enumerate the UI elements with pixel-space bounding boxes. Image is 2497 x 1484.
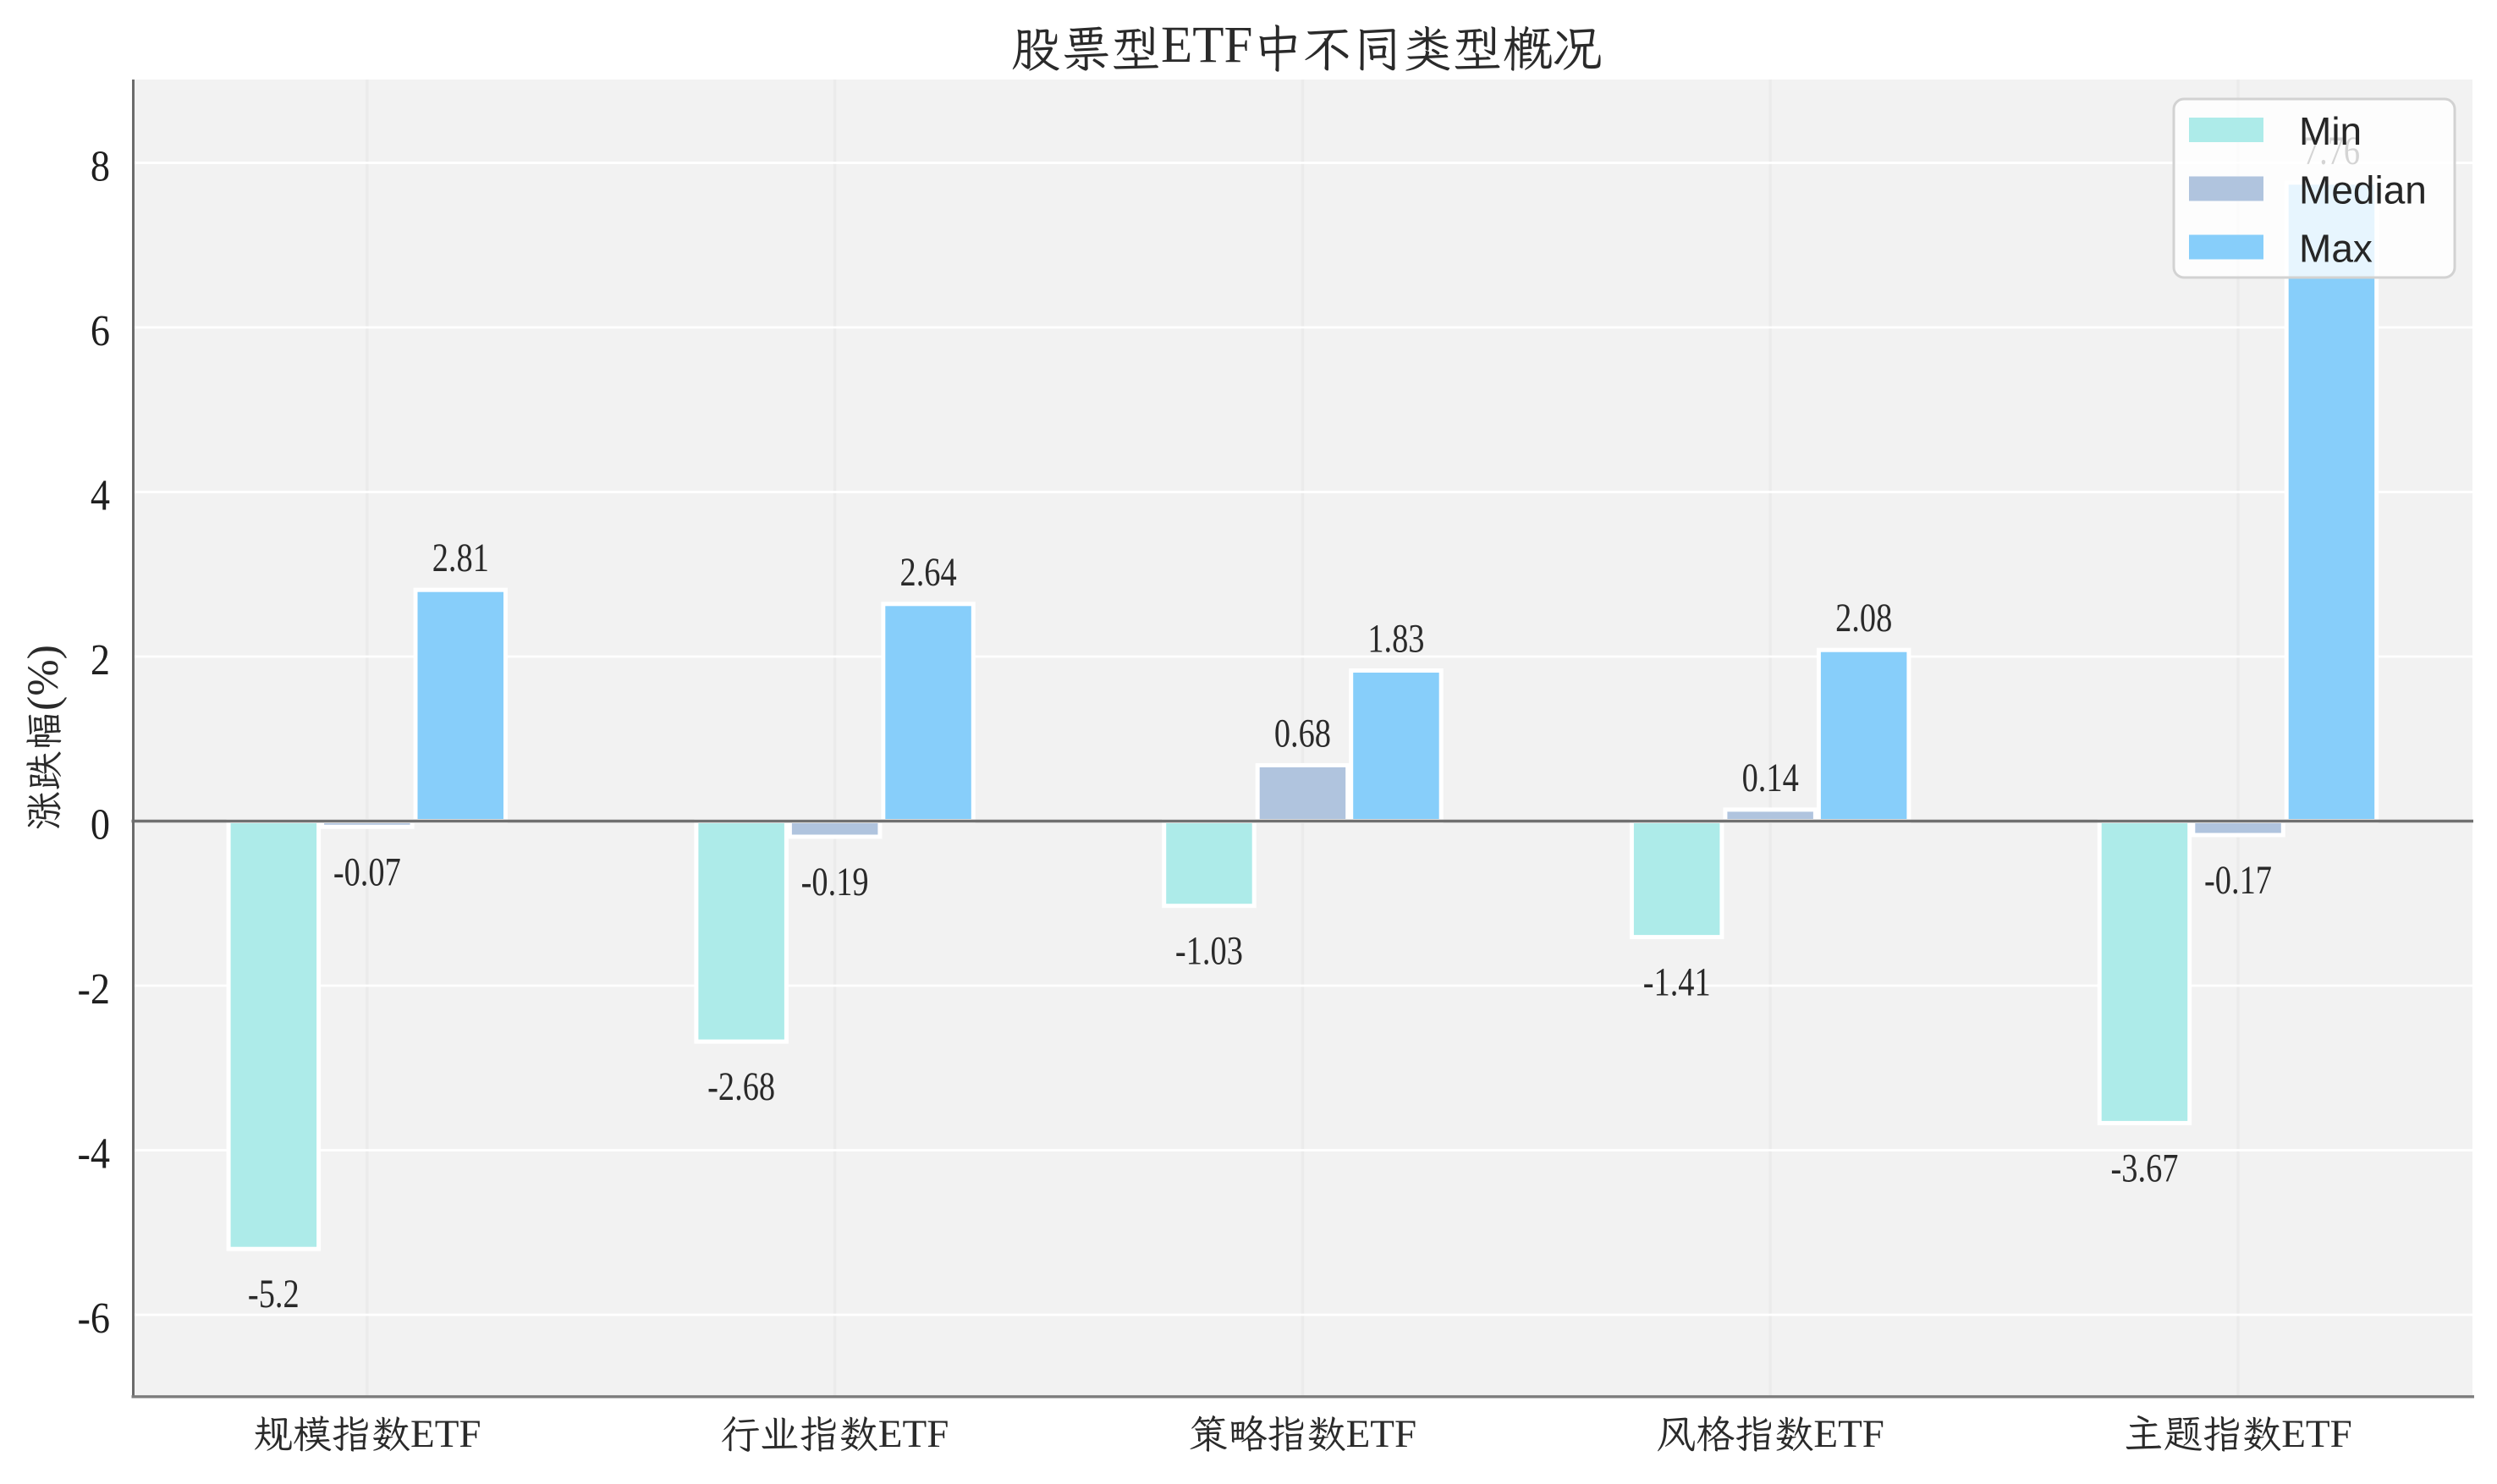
- svg-text:ETF: ETF: [1346, 1412, 1417, 1456]
- svg-text:4: 4: [91, 470, 110, 519]
- svg-text:0.68: 0.68: [1274, 711, 1331, 756]
- svg-text:-2.68: -2.68: [707, 1064, 775, 1109]
- svg-text:-3.67: -3.67: [2111, 1146, 2179, 1190]
- svg-text:Median: Median: [2299, 168, 2427, 212]
- svg-text:ETF: ETF: [410, 1412, 481, 1456]
- svg-text:Max: Max: [2299, 227, 2373, 271]
- svg-text:(%): (%): [19, 645, 68, 711]
- svg-text:-5.2: -5.2: [248, 1272, 300, 1316]
- svg-text:2.64: 2.64: [900, 550, 957, 595]
- svg-text:-0.07: -0.07: [333, 849, 401, 894]
- svg-text:1.83: 1.83: [1367, 617, 1424, 662]
- svg-text:0.14: 0.14: [1742, 756, 1799, 800]
- svg-text:ETF: ETF: [1813, 1412, 1884, 1456]
- svg-text:0: 0: [91, 800, 110, 849]
- svg-text:ETF: ETF: [1161, 17, 1252, 74]
- svg-text:2.08: 2.08: [1835, 596, 1892, 640]
- svg-text:-1.03: -1.03: [1175, 929, 1243, 974]
- svg-text:2: 2: [91, 635, 110, 684]
- svg-text:Min: Min: [2299, 109, 2362, 153]
- svg-text:ETF: ETF: [2281, 1412, 2352, 1456]
- svg-text:8: 8: [91, 141, 110, 190]
- svg-text:ETF: ETF: [878, 1412, 949, 1456]
- svg-text:-2: -2: [77, 965, 110, 1014]
- svg-text:-6: -6: [77, 1294, 110, 1343]
- svg-text:-4: -4: [77, 1129, 110, 1178]
- svg-text:2.81: 2.81: [432, 536, 489, 580]
- svg-text:-1.41: -1.41: [1643, 960, 1711, 1005]
- svg-text:6: 6: [91, 306, 110, 355]
- svg-text:-0.19: -0.19: [801, 860, 869, 904]
- svg-text:-0.17: -0.17: [2204, 858, 2272, 903]
